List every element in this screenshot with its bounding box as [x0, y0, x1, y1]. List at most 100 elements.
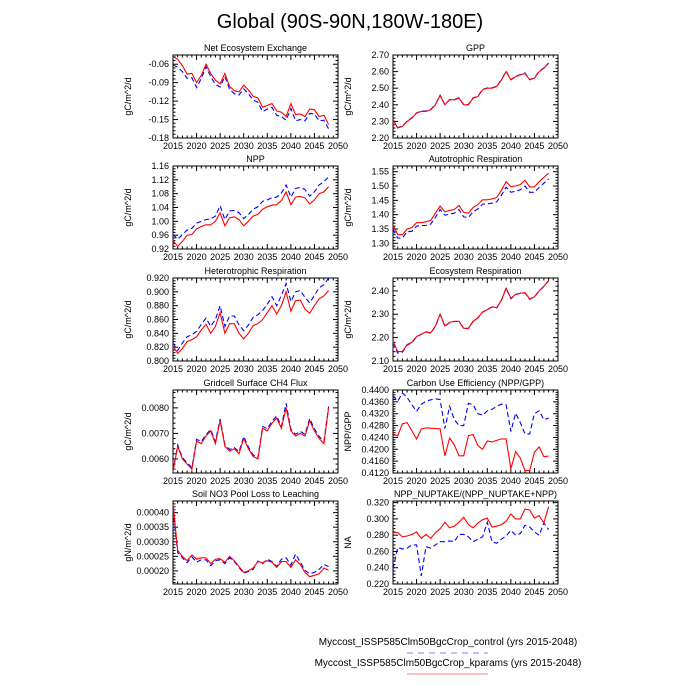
y-tick-label: 1.16: [151, 161, 169, 171]
y-tick-label: 0.280: [366, 530, 389, 540]
panel-title: Carbon Use Efficiency (NPP/GPP): [407, 378, 544, 388]
x-tick-label: 2015: [163, 476, 183, 486]
x-tick-label: 2050: [328, 364, 348, 374]
x-tick-label: 2040: [281, 364, 301, 374]
x-tick-label: 2035: [257, 587, 277, 597]
chart-panel: Soil NO3 Pool Loss to Leaching gN/m^2/d 20…: [123, 489, 348, 597]
chart-panel: NPP gC/m^2/d 2015 2020 2025 2030 2035 2040 2045 2…: [123, 154, 348, 262]
y-tick-label: 0.920: [146, 273, 169, 283]
x-tick-label: 2030: [454, 476, 474, 486]
chart-panel: Carbon Use Efficiency (NPP/GPP) NPP/GPP 20…: [343, 378, 568, 486]
y-tick-label: 0.4200: [361, 444, 389, 454]
y-tick-label: 2.40: [371, 286, 389, 296]
x-tick-label: 2015: [163, 141, 183, 151]
x-tick-label: 2020: [187, 141, 207, 151]
series-line-control: [172, 509, 329, 575]
x-tick-label: 2015: [383, 141, 403, 151]
x-tick-label: 2045: [304, 252, 324, 262]
y-tick-label: 0.00030: [136, 537, 169, 547]
y-axis-label: gC/m^2/d: [343, 188, 353, 226]
x-tick-label: 2020: [187, 252, 207, 262]
plot-frame: [392, 500, 559, 585]
series-line-control: [172, 277, 330, 352]
x-tick-label: 2050: [548, 476, 568, 486]
y-tick-label: 0.0070: [141, 428, 169, 438]
y-tick-label: 2.30: [371, 309, 389, 319]
series-line-control: [392, 520, 550, 576]
x-tick-label: 2020: [187, 476, 207, 486]
y-tick-label: 0.4400: [361, 385, 389, 395]
x-tick-label: 2030: [234, 141, 254, 151]
y-tick-label: 2.20: [371, 333, 389, 343]
series-line-control: [392, 280, 550, 354]
panel-title: NPP: [246, 154, 265, 164]
y-tick-label: -0.09: [148, 78, 169, 88]
y-tick-label: 0.300: [366, 514, 389, 524]
y-tick-label: 1.40: [371, 210, 389, 220]
x-tick-label: 2025: [210, 364, 230, 374]
x-tick-label: 2020: [407, 252, 427, 262]
x-tick-label: 2025: [430, 364, 450, 374]
x-tick-label: 2045: [524, 364, 544, 374]
x-tick-label: 2030: [454, 364, 474, 374]
x-tick-label: 2040: [501, 587, 521, 597]
panel-title: Autotrophic Respiration: [429, 154, 523, 164]
y-tick-label: -0.06: [148, 59, 169, 69]
x-tick-label: 2020: [187, 364, 207, 374]
x-tick-label: 2015: [383, 587, 403, 597]
series-line-kparams: [393, 506, 550, 540]
x-tick-label: 2050: [328, 587, 348, 597]
x-tick-label: 2020: [407, 364, 427, 374]
y-tick-label: 1.12: [151, 175, 169, 185]
x-tick-label: 2020: [407, 587, 427, 597]
x-tick-label: 2035: [477, 476, 497, 486]
y-tick-label: 0.900: [146, 287, 169, 297]
y-tick-label: 0.96: [151, 230, 169, 240]
x-tick-label: 2040: [281, 141, 301, 151]
y-tick-label: 1.00: [151, 216, 169, 226]
y-tick-label: 1.04: [151, 203, 169, 213]
x-tick-label: 2045: [304, 141, 324, 151]
y-tick-label: 0.800: [146, 356, 169, 366]
series-group: [392, 62, 550, 129]
y-tick-label: 2.60: [371, 67, 389, 77]
y-tick-label: 2.40: [371, 100, 389, 110]
y-axis-label: gC/m^2/d: [343, 77, 353, 115]
y-axis-label: gC/m^2/d: [343, 300, 353, 338]
plot-frame: [172, 500, 339, 585]
series-line-kparams: [392, 62, 550, 129]
x-tick-label: 2015: [383, 364, 403, 374]
y-tick-label: -0.12: [148, 96, 169, 106]
plot-frame: [392, 389, 559, 474]
x-tick-label: 2035: [477, 364, 497, 374]
legend: Myccost_ISSP585Clm50BgcCrop_control (yrs…: [315, 637, 581, 675]
y-tick-label: 1.45: [371, 195, 389, 205]
x-tick-label: 2035: [257, 476, 277, 486]
x-tick-label: 2040: [501, 141, 521, 151]
series-line-kparams: [172, 503, 329, 578]
series-line-kparams: [172, 56, 330, 125]
y-axis-label: NA: [343, 536, 353, 549]
x-tick-label: 2045: [304, 476, 324, 486]
series-group: [172, 503, 329, 578]
series-group: [172, 56, 330, 130]
series-line-control: [392, 392, 549, 435]
y-tick-label: 0.0080: [141, 403, 169, 413]
y-tick-label: 0.240: [366, 563, 389, 573]
y-tick-label: -0.18: [148, 133, 169, 143]
x-tick-label: 2025: [210, 476, 230, 486]
x-tick-label: 2015: [383, 252, 403, 262]
series-group: [392, 506, 550, 576]
x-tick-label: 2030: [234, 476, 254, 486]
y-tick-label: 2.20: [371, 133, 389, 143]
panel-title: Gridcell Surface CH4 Flux: [203, 378, 308, 388]
x-tick-label: 2030: [234, 364, 254, 374]
x-tick-label: 2050: [328, 476, 348, 486]
x-tick-label: 2025: [210, 587, 230, 597]
x-tick-label: 2040: [281, 252, 301, 262]
series-line-control: [172, 403, 330, 471]
x-tick-label: 2025: [430, 252, 450, 262]
x-tick-label: 2015: [163, 587, 183, 597]
x-tick-label: 2015: [163, 252, 183, 262]
y-tick-label: 0.4120: [361, 468, 389, 478]
